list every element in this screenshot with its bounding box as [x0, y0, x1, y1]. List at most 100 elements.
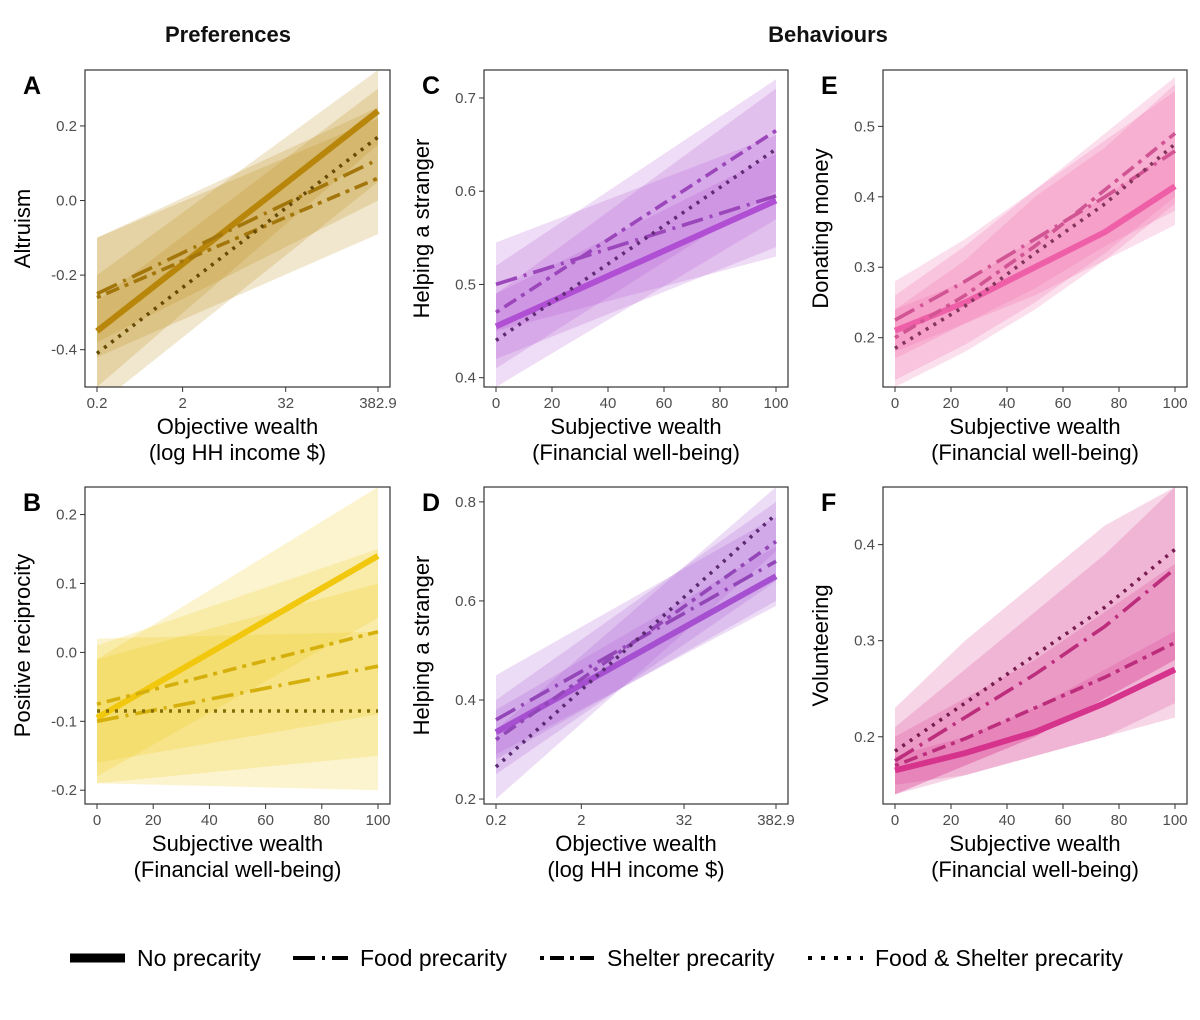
- x-tick-label: 20: [943, 812, 960, 829]
- panel-e: E 0.2 0.3 0.4 0.5 0 20 40 60 80 100 Subjective weal…: [808, 69, 1188, 465]
- x-tick-label: 100: [1162, 395, 1187, 412]
- y-tick-label: -0.4: [51, 342, 77, 359]
- y-tick-label: 0.2: [455, 791, 476, 808]
- y-tick-label: 0.6: [455, 593, 476, 610]
- series-line-food-shelter-precarity: [494, 147, 778, 342]
- x-tick-label: 20: [943, 395, 960, 412]
- y-tick-label: 0.4: [455, 370, 476, 387]
- y-tick-label: 0.4: [854, 189, 875, 206]
- header-preferences: Preferences: [165, 22, 291, 47]
- series-line-shelter-precarity: [96, 176, 379, 300]
- ci-band-shelter-precarity: [97, 549, 378, 763]
- ci-band-no-precarity: [496, 153, 776, 359]
- panel-label-d: D: [422, 489, 440, 517]
- ci-band-food-shelter-precarity: [895, 84, 1175, 387]
- header-behaviours: Behaviours: [768, 22, 888, 47]
- x-tick-label: 382.9: [359, 395, 397, 412]
- panel-c: C 0.4 0.5 0.6 0.7 0 20 40 60 80 100 Subjective weal…: [409, 69, 789, 465]
- plot-area: [494, 487, 778, 799]
- x-tick-label: 32: [277, 395, 294, 412]
- y-tick-label: 0.2: [854, 330, 875, 347]
- x-axis-label: Objective wealth: [555, 831, 716, 856]
- y-axis-label: Positive reciprocity: [10, 554, 35, 737]
- y-tick-label: 0.1: [56, 575, 77, 592]
- panel-b: B -0.2 -0.1 0.0 0.1 0.2 0 20 40 60 80 100 Subjective…: [10, 486, 391, 882]
- y-tick-label: 0.5: [854, 118, 875, 135]
- panel-label-f: F: [821, 489, 836, 517]
- ci-band-no-precarity: [97, 487, 378, 777]
- legend-label: No precarity: [137, 945, 261, 971]
- ci-band-food-precarity: [496, 516, 776, 760]
- x-tick-label: 40: [201, 812, 218, 829]
- x-axis-label: (Financial well-being): [532, 440, 740, 465]
- series-line-shelter-precarity: [96, 629, 379, 706]
- x-axis-label: (Financial well-being): [134, 857, 342, 882]
- y-tick-label: 0.2: [854, 729, 875, 746]
- x-tick-label: 100: [1162, 812, 1187, 829]
- x-tick-label: 60: [1055, 812, 1072, 829]
- x-tick-label: 0: [891, 395, 899, 412]
- plot-area: [893, 487, 1177, 795]
- series-line-shelter-precarity: [495, 129, 777, 314]
- x-axis-label: Objective wealth: [157, 414, 318, 439]
- plot-frame: [882, 486, 1188, 805]
- x-tick-label: 0: [93, 812, 101, 829]
- y-axis-label: Donating money: [808, 148, 833, 308]
- panel-a: A -0.4 -0.2 0.0 0.2 0.2 2 32 382.9 Objective weal…: [10, 69, 397, 465]
- x-axis-label: Subjective wealth: [949, 831, 1120, 856]
- panel-label-e: E: [821, 72, 838, 100]
- x-tick-label: 80: [1111, 395, 1128, 412]
- legend-label: Food & Shelter precarity: [875, 945, 1124, 971]
- panel-label-a: A: [23, 72, 41, 100]
- y-tick-label: 0.8: [455, 494, 476, 511]
- x-tick-label: 0.2: [87, 395, 108, 412]
- y-tick-label: -0.1: [51, 713, 77, 730]
- panel-label-b: B: [23, 489, 41, 517]
- y-axis-label: Helping a stranger: [409, 139, 434, 319]
- x-tick-label: 2: [577, 812, 585, 829]
- plot-area: [893, 77, 1177, 387]
- ci-band-food-precarity: [97, 583, 378, 784]
- x-tick-label: 80: [313, 812, 330, 829]
- ci-band-no-precarity: [496, 546, 776, 755]
- plot-frame: [483, 486, 789, 805]
- x-axis-label: Subjective wealth: [550, 414, 721, 439]
- series-line-no-precarity: [494, 197, 778, 330]
- y-tick-label: 0.4: [854, 537, 875, 554]
- y-tick-label: 0.3: [854, 259, 875, 276]
- y-tick-label: 0.4: [455, 692, 476, 709]
- series-line-food-precarity: [96, 157, 379, 296]
- x-tick-label: 382.9: [757, 812, 795, 829]
- y-tick-label: 0.3: [854, 633, 875, 650]
- x-tick-label: 20: [145, 812, 162, 829]
- ci-band-no-precarity: [97, 70, 378, 387]
- ci-band-food-precarity: [895, 91, 1175, 359]
- x-axis-label: (Financial well-being): [931, 440, 1139, 465]
- plot-frame: [483, 69, 789, 388]
- x-axis-label: (log HH income $): [149, 440, 326, 465]
- x-tick-label: 0: [891, 812, 899, 829]
- y-tick-label: 0.2: [56, 118, 77, 135]
- plot-frame: [882, 69, 1188, 388]
- plot-frame: [84, 486, 391, 805]
- series-line-food-shelter-precarity: [894, 142, 1177, 350]
- y-tick-label: 0.2: [56, 507, 77, 524]
- x-axis-label: (Financial well-being): [931, 857, 1139, 882]
- y-axis-label: Volunteering: [808, 584, 833, 706]
- y-tick-label: 0.0: [56, 193, 77, 210]
- y-tick-label: -0.2: [51, 782, 77, 799]
- ci-band-food-shelter-precarity: [496, 487, 776, 799]
- panel-label-c: C: [422, 72, 440, 100]
- series-line-food-precarity: [894, 149, 1176, 322]
- legend-label: Shelter precarity: [607, 945, 775, 971]
- plot-area: [95, 487, 380, 791]
- panel-f: F 0.2 0.3 0.4 0 20 40 60 80 100 Subjective wealth(…: [808, 486, 1188, 882]
- x-axis-label: Subjective wealth: [949, 414, 1120, 439]
- x-tick-label: 0.2: [486, 812, 507, 829]
- plot-frame: [84, 69, 391, 388]
- x-tick-label: 60: [656, 395, 673, 412]
- x-axis-label: Subjective wealth: [152, 831, 323, 856]
- x-tick-label: 40: [999, 812, 1016, 829]
- ci-band-shelter-precarity: [496, 501, 776, 775]
